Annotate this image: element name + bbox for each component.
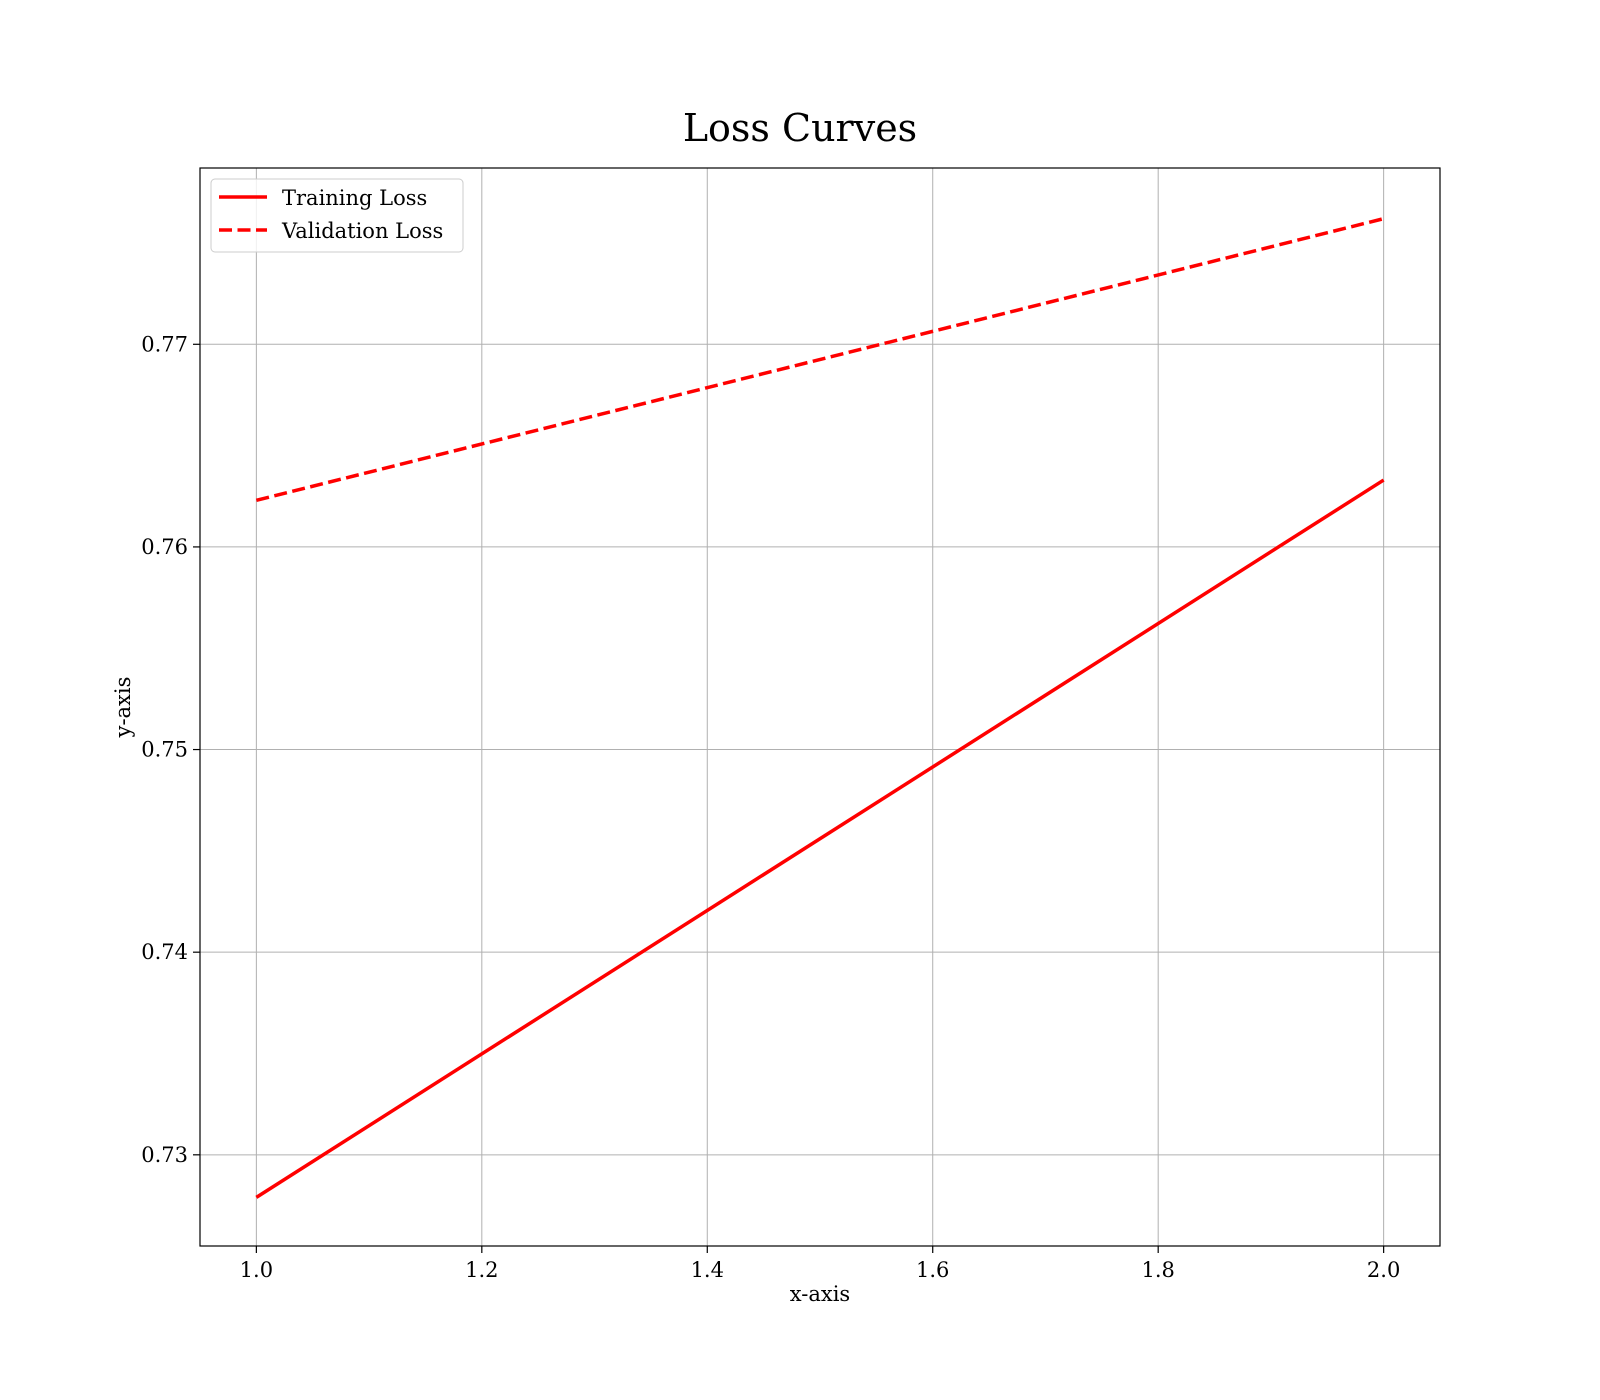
- plot-frame: [199, 167, 1441, 1247]
- y-tick-label: 0.77: [141, 332, 188, 356]
- y-ticks: 0.73 0.74 0.75 0.76 0.77: [141, 332, 200, 1167]
- y-tick-label: 0.73: [141, 1143, 188, 1167]
- y-tick-label: 0.74: [141, 940, 188, 964]
- x-tick-label: 1.0: [240, 1258, 273, 1282]
- legend-box: [210, 178, 464, 253]
- x-tick-label: 2.0: [1367, 1258, 1400, 1282]
- x-ticks: 1.0 1.2 1.4 1.6 1.8 2.0: [240, 1246, 1400, 1282]
- legend: Training Loss Validation Loss: [210, 178, 464, 253]
- series-lines: [255, 216, 1385, 1199]
- y-tick-label: 0.76: [141, 535, 188, 559]
- legend-label-training-loss: Training Loss: [282, 186, 427, 210]
- series-line-training-loss: [255, 478, 1385, 1199]
- y-tick-label: 0.75: [141, 738, 188, 762]
- x-axis-label: x-axis: [790, 1282, 850, 1306]
- chart-title: Loss Curves: [683, 106, 917, 150]
- y-axis-label: y-axis: [111, 677, 135, 739]
- series-line-validation-loss: [255, 216, 1385, 503]
- x-tick-label: 1.8: [1141, 1258, 1174, 1282]
- legend-label-validation-loss: Validation Loss: [281, 219, 443, 243]
- grid-lines: [200, 168, 1440, 1246]
- x-tick-label: 1.2: [465, 1258, 498, 1282]
- x-tick-label: 1.6: [916, 1258, 949, 1282]
- x-tick-label: 1.4: [691, 1258, 724, 1282]
